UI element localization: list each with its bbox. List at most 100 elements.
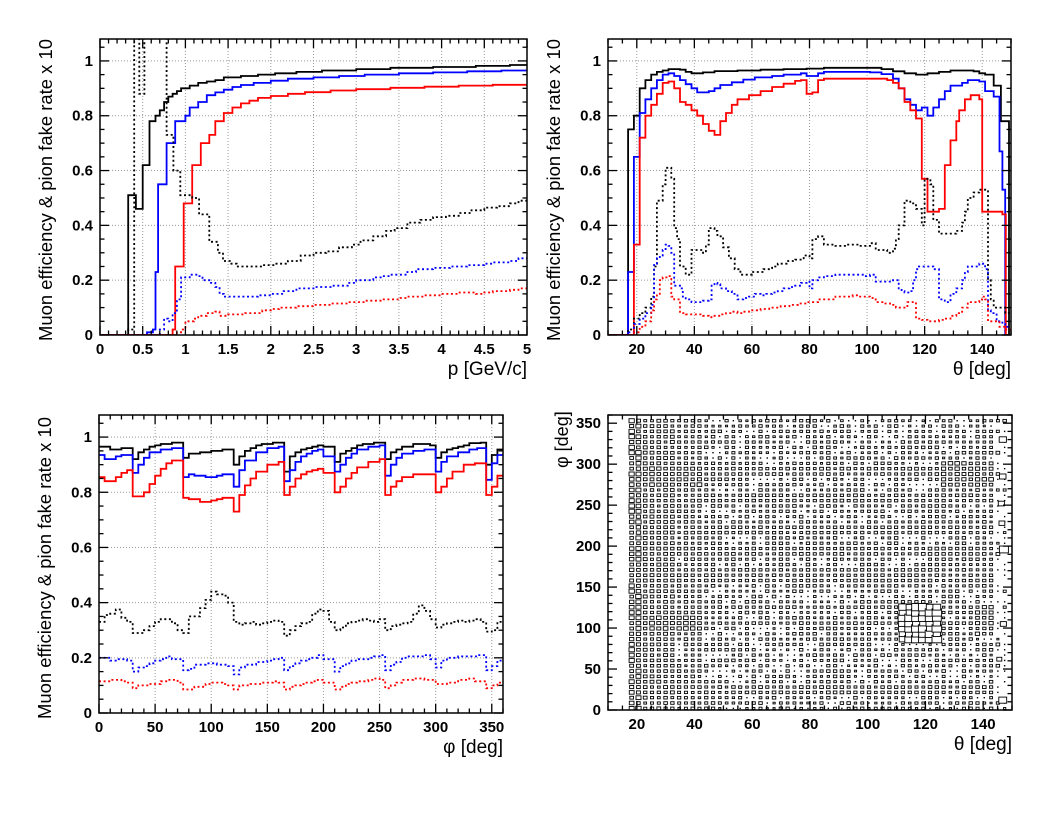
bin-box [873,578,878,583]
bin-box [778,488,783,492]
bin-box [895,441,897,443]
bin-box [717,573,722,577]
bin-box [724,547,729,551]
bin-box [717,504,722,508]
bin-box [717,498,722,503]
bin-box [963,420,965,422]
bin-box [839,674,844,679]
bin-box [813,600,817,604]
bin-box [758,600,763,604]
bin-box [670,419,675,423]
bin-box [778,557,783,561]
bin-box [868,420,870,422]
bin-box [833,488,838,492]
bin-box [683,680,688,684]
bin-box [683,461,688,465]
bin-box [732,681,735,683]
bin-box [683,488,688,492]
bin-box [975,658,980,663]
bin-box [739,638,741,640]
bin-box [962,488,966,492]
bin-box [942,707,945,710]
bin-box [914,659,919,662]
bin-box [894,605,899,609]
bin-box [779,616,783,620]
bin-box [888,659,891,662]
bin-box [780,633,782,635]
bin-box [873,541,878,545]
bin-box [656,568,661,572]
bin-box [928,445,933,450]
bin-box [765,616,770,620]
bin-box [826,450,831,455]
bin-box [999,621,1007,627]
bin-box [656,472,662,476]
bin-box [853,510,857,513]
bin-box [635,615,642,621]
bin-box [745,685,749,689]
curve-muon-efficiency-black [608,66,1011,335]
bin-box [697,440,702,444]
bin-box [934,472,940,476]
bin-box [765,573,769,577]
bin-box [968,546,973,551]
bin-box [744,562,749,567]
bin-box [812,498,817,503]
bin-box [806,701,810,705]
bin-box [968,584,973,588]
bin-box [982,578,987,583]
bin-box [996,637,1000,641]
bin-box [752,456,756,460]
bin-box [996,656,1003,662]
bin-box [908,430,912,433]
bin-box [840,573,844,577]
bin-box [826,573,831,577]
bin-box [840,515,844,518]
bin-box [874,488,878,492]
bin-box [683,509,688,513]
bin-box [988,466,994,471]
bin-box [635,498,642,503]
bin-box [988,626,994,631]
bin-box [799,642,804,647]
bin-box [683,456,688,460]
bin-box [941,690,946,694]
bin-box [819,589,824,593]
bin-box [928,509,932,513]
bin-box [684,701,688,705]
bin-box [813,430,817,433]
bin-box [656,562,662,567]
bin-box [922,451,924,454]
bin-box [814,643,816,646]
bin-box [934,653,939,657]
bin-box [793,542,796,544]
bin-box [962,440,966,444]
bin-box [786,589,790,593]
bin-box [813,611,817,614]
bin-box [961,536,967,540]
bin-box [799,546,804,551]
bin-box [656,541,661,545]
bin-box [650,696,655,700]
bin-box [751,467,756,471]
bin-box [690,605,695,609]
bin-box [745,642,749,647]
bin-box [834,601,836,603]
bin-box [792,690,797,695]
bin-box [881,430,884,433]
bin-box [998,696,1008,704]
bin-box [690,424,695,428]
bin-box [649,440,655,444]
bin-box [656,573,661,577]
bin-box [860,621,864,625]
bin-box [807,590,809,592]
bin-box [839,568,845,572]
bin-box [650,456,654,460]
bin-box [1003,649,1006,651]
x-tick-label: 120 [912,341,937,358]
bin-box [738,648,743,652]
bin-box [771,695,777,700]
bin-box [948,610,953,615]
bin-box [853,520,858,524]
